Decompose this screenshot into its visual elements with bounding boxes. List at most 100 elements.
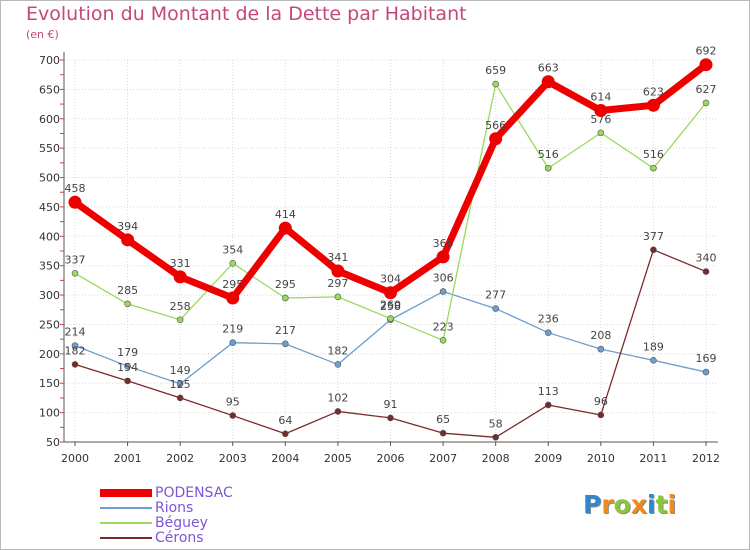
data-label: 516 — [643, 148, 664, 161]
x-tick-label: 2001 — [114, 452, 142, 465]
y-tick-label: 200 — [39, 348, 60, 361]
data-label: 125 — [170, 378, 191, 391]
data-point — [544, 401, 552, 409]
data-label: 458 — [65, 182, 86, 195]
x-tick-label: 2009 — [534, 452, 562, 465]
data-point — [176, 394, 184, 402]
data-label: 277 — [485, 289, 506, 302]
data-label: 96 — [594, 395, 608, 408]
data-point — [124, 362, 131, 370]
data-point — [646, 98, 660, 112]
data-point — [71, 270, 79, 277]
data-point — [597, 129, 605, 137]
x-tick-label: 2007 — [429, 452, 457, 465]
y-tick-label: 550 — [39, 142, 60, 155]
data-label: 95 — [226, 396, 240, 409]
data-point — [702, 268, 710, 275]
data-point — [229, 339, 237, 346]
data-point — [173, 270, 187, 284]
data-label: 189 — [643, 340, 664, 353]
data-label: 295 — [222, 278, 243, 291]
data-label: 627 — [696, 83, 717, 96]
data-point — [229, 412, 237, 419]
data-point — [439, 429, 447, 437]
x-tick-label: 2004 — [271, 452, 299, 465]
data-point — [650, 246, 657, 254]
data-point — [699, 58, 713, 72]
legend-label: Rions — [155, 500, 194, 516]
y-tick-label: 250 — [39, 318, 60, 331]
x-tick-label: 2011 — [639, 452, 667, 465]
logo-letter: o — [613, 490, 631, 519]
data-point — [492, 305, 499, 312]
data-point — [439, 337, 447, 344]
y-tick-label: 350 — [39, 260, 60, 273]
data-label: 340 — [696, 252, 717, 265]
data-point — [71, 361, 79, 368]
x-tick-label: 2003 — [219, 452, 247, 465]
y-tick-label: 500 — [39, 172, 60, 185]
data-label: 337 — [65, 253, 86, 266]
data-point — [387, 414, 394, 422]
data-point — [334, 408, 342, 415]
y-tick-label: 400 — [39, 230, 60, 243]
data-label: 331 — [170, 257, 191, 270]
data-point — [702, 99, 710, 107]
data-point — [282, 340, 289, 348]
data-point — [124, 300, 131, 308]
data-label: 182 — [327, 344, 348, 357]
y-tick-label: 650 — [39, 83, 60, 96]
data-point — [489, 132, 503, 146]
logo-letter: t — [655, 490, 668, 519]
data-label: 182 — [65, 344, 86, 357]
legend-swatch — [100, 537, 152, 539]
data-point — [439, 288, 447, 295]
data-point — [282, 430, 289, 438]
data-label: 394 — [117, 220, 138, 233]
data-point — [176, 380, 184, 388]
data-label: 659 — [485, 64, 506, 77]
data-label: 306 — [433, 272, 454, 285]
data-label: 516 — [538, 148, 559, 161]
data-label: 208 — [590, 329, 611, 342]
data-label: 258 — [380, 300, 401, 313]
data-point — [124, 377, 131, 385]
data-label: 692 — [696, 45, 717, 58]
data-label: 365 — [433, 237, 454, 250]
data-point — [176, 316, 184, 324]
data-label: 149 — [170, 364, 191, 377]
x-tick-label: 2005 — [324, 452, 352, 465]
data-label: 219 — [222, 323, 243, 336]
y-tick-label: 700 — [39, 54, 60, 67]
data-label: 113 — [538, 385, 559, 398]
data-label: 341 — [327, 251, 348, 264]
data-point — [650, 164, 657, 172]
data-point — [597, 411, 605, 419]
data-point — [492, 433, 499, 441]
x-tick-label: 2000 — [61, 452, 89, 465]
logo-letter: i — [647, 490, 656, 519]
data-point — [436, 250, 450, 264]
data-label: 179 — [117, 346, 138, 359]
data-label: 217 — [275, 324, 296, 337]
data-label: 354 — [222, 243, 243, 256]
data-label: 258 — [170, 300, 191, 313]
data-label: 295 — [275, 278, 296, 291]
chart-title: Evolution du Montant de la Dette par Hab… — [26, 3, 467, 25]
legend-label: Béguey — [155, 515, 208, 531]
legend-label: Cérons — [155, 530, 204, 546]
proxiti-logo: Proxiti — [583, 490, 676, 519]
data-point — [702, 368, 710, 376]
data-label: 169 — [696, 352, 717, 365]
data-point — [331, 264, 345, 278]
data-point — [492, 80, 499, 88]
data-label: 623 — [643, 85, 664, 98]
data-point — [594, 104, 608, 118]
legend-swatch — [100, 489, 152, 497]
y-tick-label: 300 — [39, 289, 60, 302]
chart-subtitle: (en €) — [26, 28, 59, 41]
legend-swatch — [100, 522, 152, 524]
data-label: 414 — [275, 208, 296, 221]
data-label: 260 — [380, 299, 401, 312]
